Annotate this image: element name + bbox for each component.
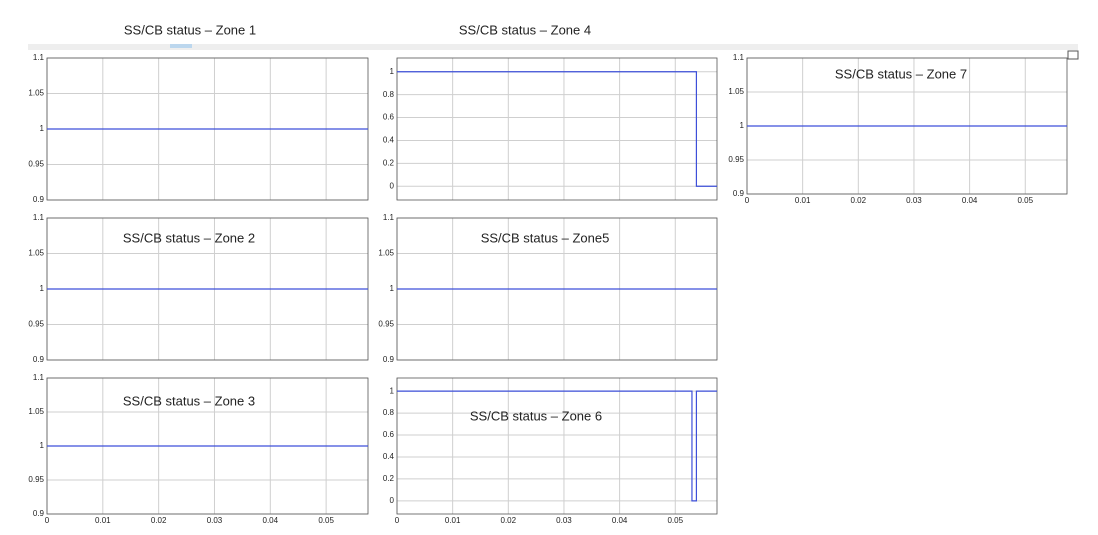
plot-area: [397, 378, 717, 514]
x-tick-label: 0.01: [445, 516, 461, 525]
x-tick-label: 0.02: [501, 516, 517, 525]
y-tick-label: 1: [40, 441, 45, 450]
y-tick-label: 0.2: [383, 474, 395, 483]
x-tick-label: 0.04: [612, 516, 628, 525]
x-tick-label: 0.05: [667, 516, 683, 525]
plot-area: [397, 58, 717, 200]
y-tick-label: 0.4: [383, 452, 395, 461]
undock-button[interactable]: [1067, 50, 1079, 60]
y-tick-label: 1.05: [378, 249, 394, 258]
y-tick-label: 0.95: [28, 160, 44, 169]
y-tick-label: 0.9: [33, 509, 45, 518]
x-tick-label: 0.03: [556, 516, 572, 525]
y-tick-label: 0.2: [383, 158, 395, 167]
y-tick-label: 1.05: [28, 89, 44, 98]
x-tick-label: 0: [745, 196, 750, 205]
signal-line: [397, 71, 717, 187]
y-tick-label: 1: [390, 284, 395, 293]
y-tick-label: 1.05: [28, 407, 44, 416]
chart-title: SS/CB status – Zone 4: [459, 22, 591, 37]
x-tick-label: 0.02: [151, 516, 167, 525]
y-tick-label: 1.1: [33, 373, 45, 382]
y-tick-label: 1.1: [733, 53, 745, 62]
toolbar-button: [170, 44, 192, 48]
x-tick-label: 0.04: [962, 196, 978, 205]
y-tick-label: 1.1: [33, 53, 45, 62]
y-tick-label: 1: [40, 124, 45, 133]
y-tick-label: 0.6: [383, 113, 395, 122]
plot-border: [396, 57, 718, 201]
y-tick-label: 0.9: [33, 355, 45, 364]
x-tick-label: 0.04: [263, 516, 279, 525]
y-tick-label: 1.1: [33, 213, 45, 222]
y-tick-label: 0.95: [378, 320, 394, 329]
y-tick-label: 0.95: [28, 320, 44, 329]
x-tick-label: 0.05: [1017, 196, 1033, 205]
plot-border: [396, 377, 718, 515]
chart-title: SS/CB status – Zone5: [481, 230, 610, 245]
x-tick-label: 0.05: [318, 516, 334, 525]
chart-title: SS/CB status – Zone 7: [835, 66, 967, 81]
chart-title: SS/CB status – Zone 2: [123, 230, 255, 245]
y-tick-label: 0.9: [383, 355, 395, 364]
signal-line: [397, 390, 717, 502]
x-tick-label: 0.03: [207, 516, 223, 525]
y-tick-label: 1.1: [383, 213, 395, 222]
x-tick-label: 0: [45, 516, 50, 525]
y-tick-label: 1: [740, 121, 745, 130]
x-tick-label: 0.01: [95, 516, 111, 525]
y-tick-label: 0: [390, 496, 395, 505]
y-tick-label: 0: [390, 181, 395, 190]
x-tick-label: 0.03: [906, 196, 922, 205]
chart-title: SS/CB status – Zone 6: [470, 408, 602, 423]
toolbar-strip: [28, 44, 1078, 50]
chart-title: SS/CB status – Zone 1: [124, 22, 256, 37]
y-tick-label: 1: [390, 67, 395, 76]
y-tick-label: 0.8: [383, 408, 395, 417]
y-tick-label: 0.4: [383, 136, 395, 145]
y-tick-label: 0.95: [728, 155, 744, 164]
y-tick-label: 0.9: [733, 189, 745, 198]
y-tick-label: 0.6: [383, 430, 395, 439]
x-tick-label: 0: [395, 516, 400, 525]
y-tick-label: 0.9: [33, 195, 45, 204]
y-tick-label: 0.95: [28, 475, 44, 484]
y-tick-label: 1: [390, 386, 395, 395]
x-tick-label: 0.02: [851, 196, 867, 205]
chart-title: SS/CB status – Zone 3: [123, 393, 255, 408]
x-tick-label: 0.01: [795, 196, 811, 205]
y-tick-label: 1: [40, 284, 45, 293]
y-tick-label: 1.05: [728, 87, 744, 96]
y-tick-label: 1.05: [28, 249, 44, 258]
y-tick-label: 0.8: [383, 90, 395, 99]
